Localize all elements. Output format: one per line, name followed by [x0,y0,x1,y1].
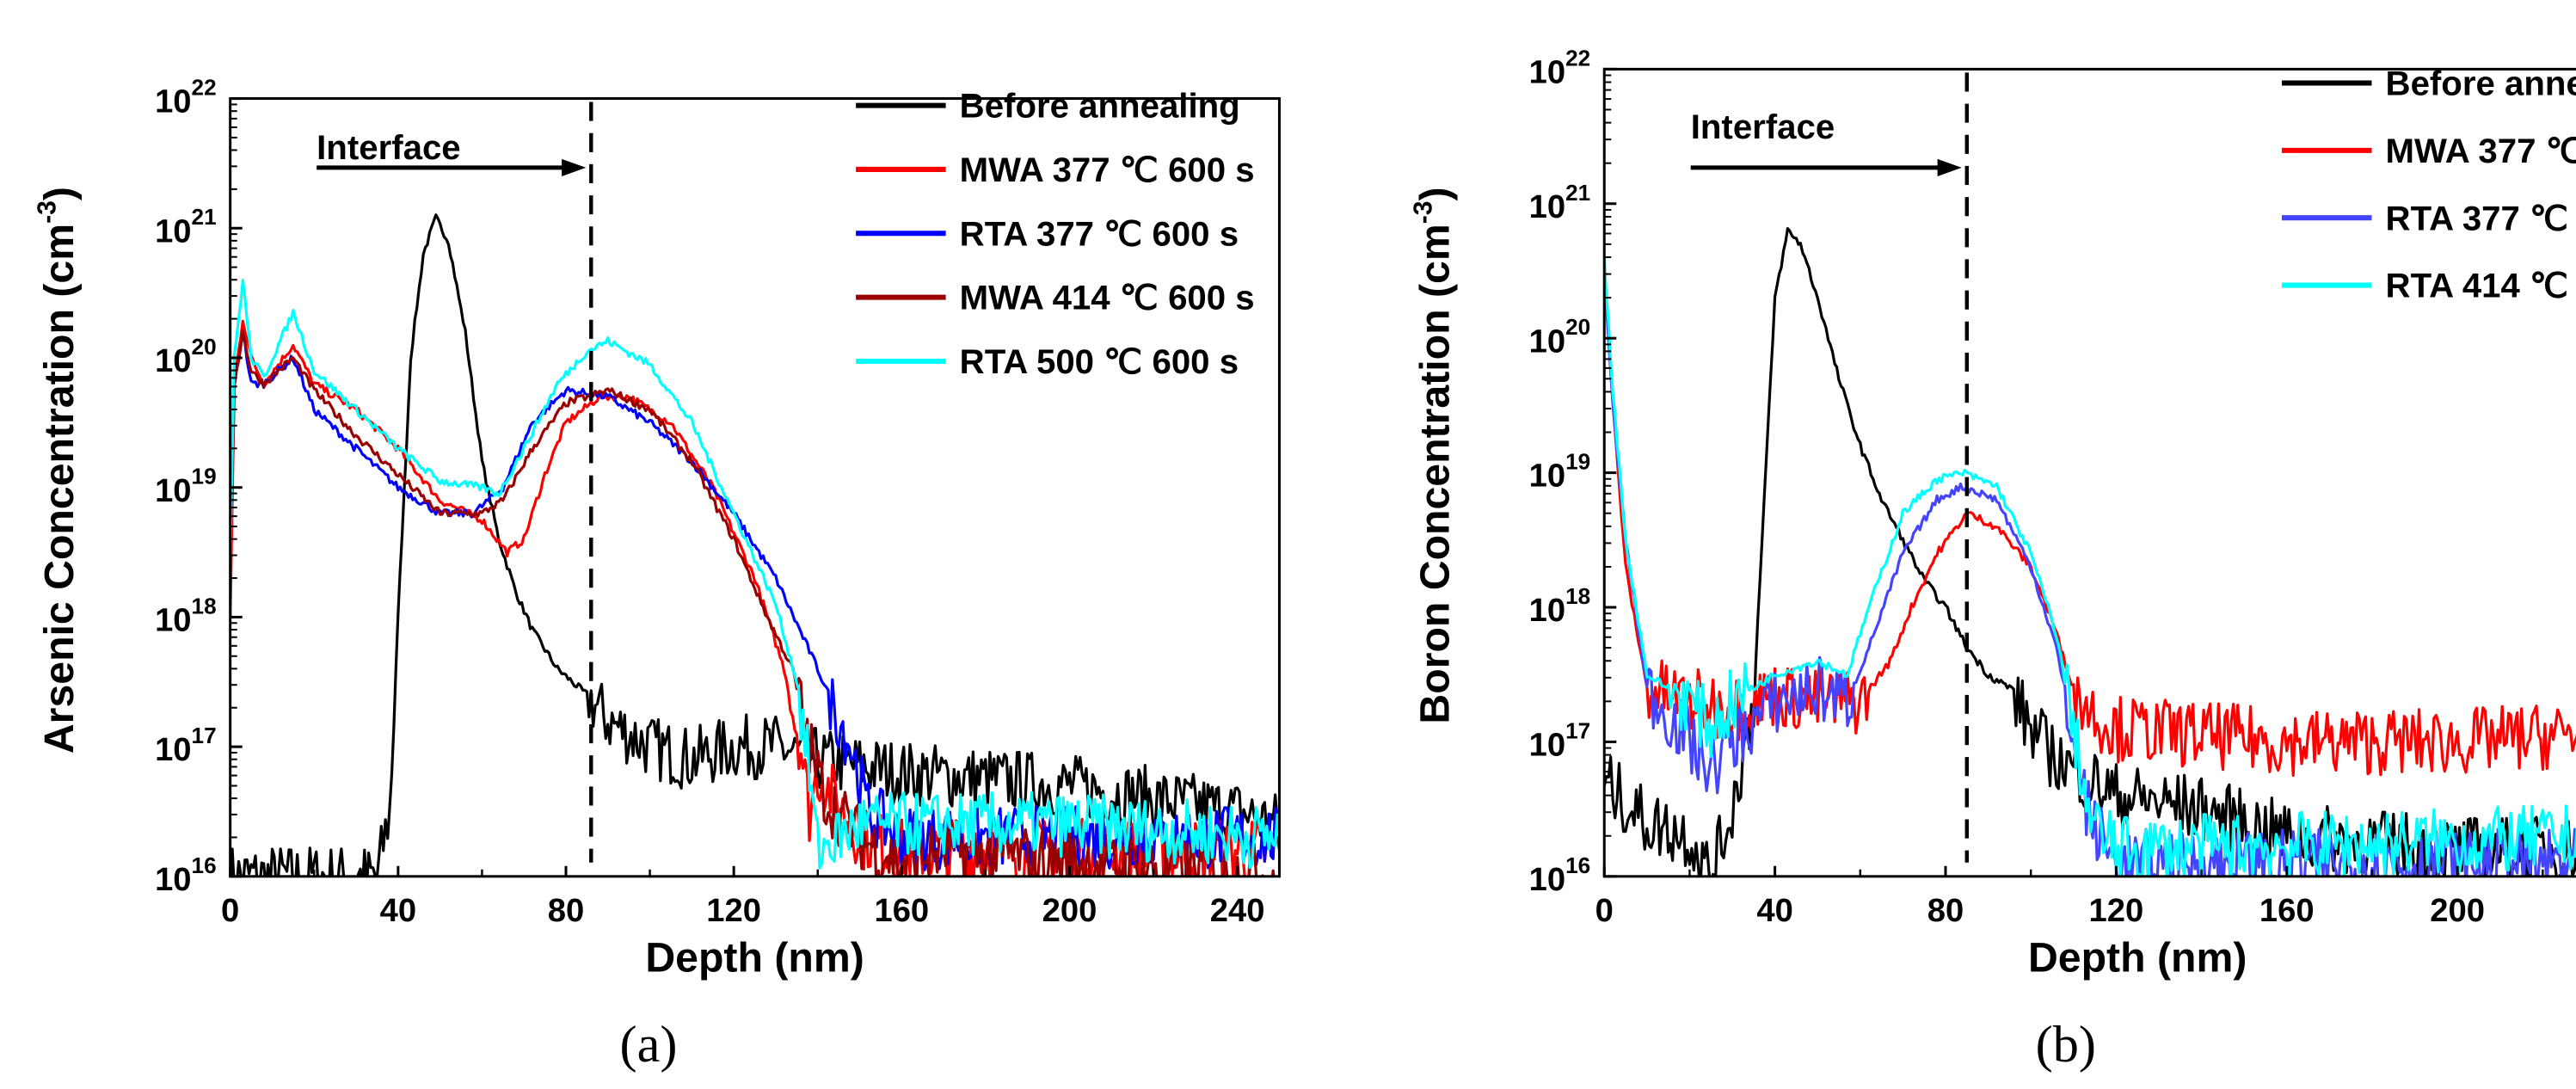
panel-b-boron-chart: Interface0408012016020024010161017101810… [1409,45,2576,1074]
legend-label-2: RTA 377 ℃ 600 s [960,214,1239,253]
series-line-4 [230,279,1280,870]
x-tick-label: 200 [2430,892,2485,929]
legend: Before annealing MWA 377 ℃ 600 s RTA 377 ℃… [2281,65,2576,305]
legend-label-3: MWA 414 ℃ 600 s [960,279,1255,317]
series-line-2 [230,333,1280,871]
x-tick-label: 40 [380,892,416,929]
y-tick-label: 1016 [1529,852,1591,898]
interface-arrow-head-icon [1937,158,1962,176]
legend-label-1: MWA 377 ℃ 600 s [960,151,1255,189]
y-tick-label: 1017 [1529,717,1591,763]
series-line-1 [230,319,1280,877]
y-tick-label: 1020 [1529,314,1591,360]
y-tick-label: 1018 [1529,583,1591,629]
x-tick-label: 160 [2259,892,2315,929]
y-tick-label: 1021 [155,204,217,249]
x-tick-label: 0 [1595,892,1614,929]
legend-label-0: Before annealing [2386,65,2576,103]
series-group [230,213,1280,877]
y-tick-label: 1022 [1529,45,1591,90]
legend: Before annealing MWA 377 ℃ 600 s RTA 377 ℃… [856,87,1255,381]
y-tick-label: 1020 [155,334,217,379]
x-tick-label: 80 [548,892,584,929]
legend-label-1: MWA 377 ℃ 600 s [2386,132,2576,170]
x-axis-label: Depth (nm) [2028,934,2247,981]
legend-label-4: RTA 500 ℃ 600 s [960,342,1239,381]
panel-caption: (b) [2036,1016,2096,1074]
panel-a-arsenic-chart: Interface 0 40 80 120 160 200 240 1016 1017 1018 10… [34,75,1281,1074]
series-line-3 [230,329,1280,877]
x-tick-label: 160 [874,892,929,929]
y-axis-label: Boron Concentration (cm-3) [1409,187,1458,723]
y-tick-label: 1019 [1529,449,1591,495]
interface-arrow-head-icon [562,158,587,176]
y-tick-label: 1021 [1529,180,1591,225]
x-tick-label: 240 [1210,892,1265,929]
legend-label-0: Before annealing [960,87,1240,126]
x-axis-label: Depth (nm) [645,934,864,981]
x-tick-label: 40 [1756,892,1792,929]
interface-annotation: Interface [317,128,461,167]
y-tick-label: 1017 [155,723,217,768]
legend-label-2: RTA 377 ℃ 600 s [2386,199,2576,237]
x-tick-label: 200 [1042,892,1097,929]
x-tick-label: 80 [1927,892,1964,929]
series-line-1 [1604,271,2576,778]
series-line-2 [1604,270,2576,877]
legend-label-3: RTA 414 ℃ 600 s [2386,267,2576,305]
series-group [1604,227,2576,877]
y-tick-label: 1022 [155,75,217,120]
y-tick-label: 1016 [155,852,217,898]
series-line-0 [1604,227,2576,877]
x-tick-label: 0 [221,892,239,929]
interface-annotation: Interface [1691,108,1835,146]
x-tick-label: 120 [706,892,761,929]
y-axis-label: Arsenic Concentration (cm-3) [34,187,83,754]
series-line-3 [1604,255,2576,877]
y-tick-label: 1019 [155,464,217,509]
x-tick-label: 120 [2089,892,2144,929]
y-tick-label: 1018 [155,593,217,638]
panel-caption: (a) [620,1016,678,1074]
